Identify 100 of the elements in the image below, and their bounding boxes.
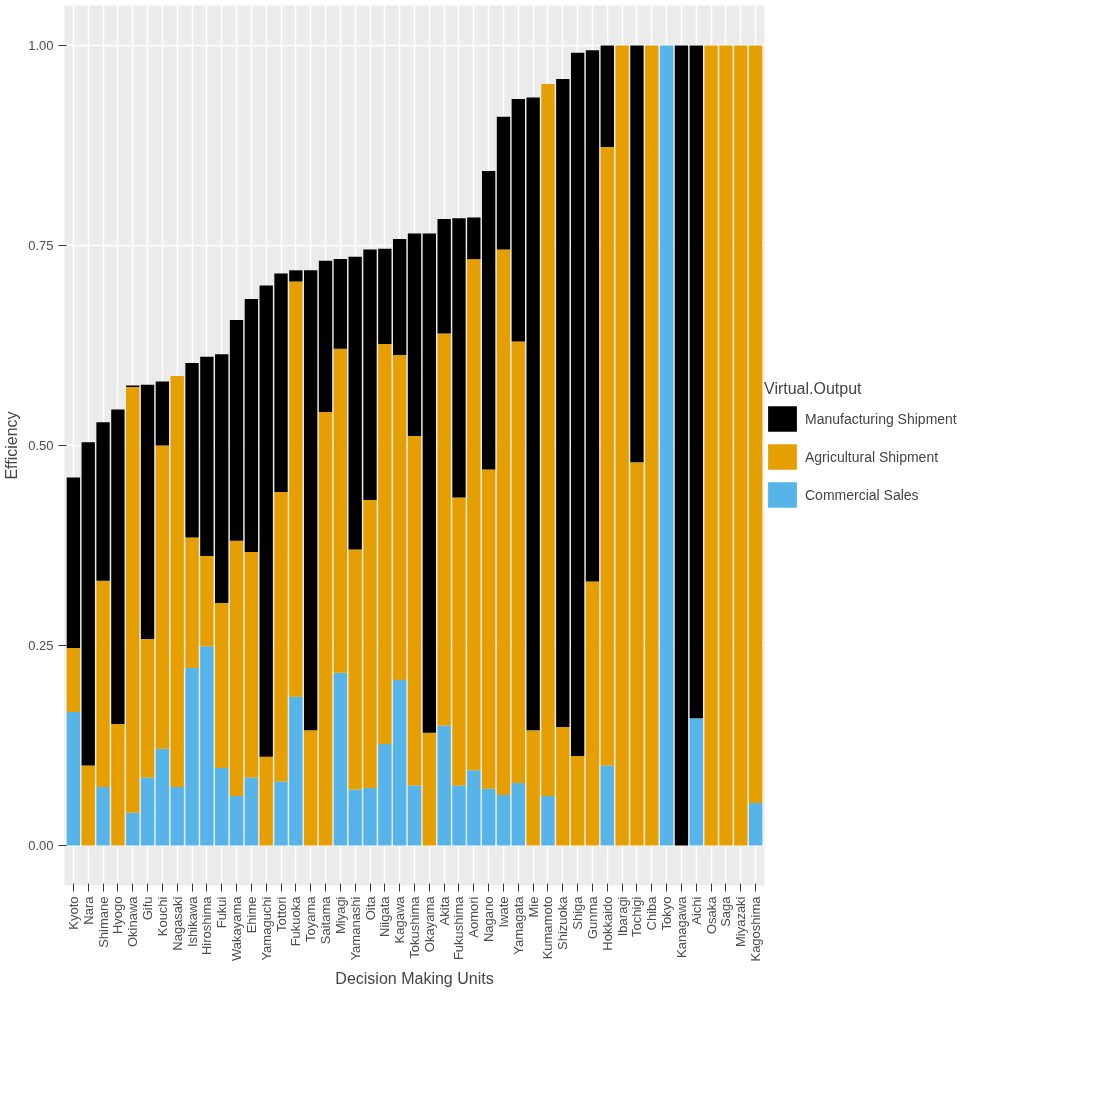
bar <box>318 260 333 412</box>
bar <box>407 435 422 786</box>
x-tick-label: Ishikawa <box>184 895 200 948</box>
bar <box>333 672 348 846</box>
x-tick-label: Akita <box>436 895 452 926</box>
x-tick-label: Kouchi <box>154 896 170 937</box>
y-tick-label: 0.50 <box>28 438 54 453</box>
x-tick-label: Nagano <box>481 896 497 943</box>
bar <box>748 45 763 804</box>
bar <box>481 171 496 470</box>
bar <box>556 79 570 728</box>
x-tick-label: Kagawa <box>392 895 408 944</box>
bar <box>155 748 170 846</box>
x-tick-label: Tochigi <box>629 896 645 937</box>
bar <box>229 795 244 846</box>
x-tick-label: Saga <box>718 895 734 927</box>
bar <box>318 411 333 846</box>
bar <box>304 730 318 846</box>
y-axis-title: Efficiency <box>3 411 21 480</box>
bar <box>333 259 348 349</box>
legend-label: Commercial Sales <box>805 486 919 503</box>
x-tick-label: Okayama <box>421 895 437 953</box>
bar <box>600 765 614 846</box>
bar <box>496 249 511 796</box>
bar <box>140 384 155 640</box>
x-tick-label: Gunma <box>584 895 600 940</box>
bar <box>66 647 81 712</box>
x-tick-label: Gifu <box>140 896 156 921</box>
bar <box>244 551 259 778</box>
bar <box>126 812 140 846</box>
x-tick-label: Fukushima <box>451 895 467 961</box>
bar <box>689 45 703 719</box>
x-tick-label: Tottori <box>273 896 289 932</box>
x-tick-label: Hiroshima <box>199 895 215 956</box>
bar <box>481 469 496 789</box>
x-tick-label: Osaka <box>703 895 719 935</box>
x-tick-label: Iwate <box>495 896 511 928</box>
y-tick-label: 0.25 <box>28 638 54 653</box>
x-tick-label: Saitama <box>318 895 334 945</box>
bar <box>600 45 614 148</box>
x-tick-label: Kagoshima <box>748 895 764 962</box>
x-tick-label: Chiba <box>644 895 660 931</box>
x-tick-label: Wakayama <box>229 895 245 962</box>
bar <box>229 540 244 796</box>
bar <box>541 795 555 846</box>
bar <box>674 45 689 846</box>
bar <box>630 45 644 463</box>
bar <box>511 783 525 846</box>
x-tick-label: Nagasaki <box>169 896 185 951</box>
y-tick-label: 0.75 <box>28 238 54 253</box>
x-tick-label: Miyazaki <box>733 896 749 948</box>
bar <box>155 381 170 446</box>
x-tick-label: Kumamoto <box>540 896 556 960</box>
x-tick-label: Shimane <box>95 896 111 948</box>
x-tick-label: Hokkaido <box>599 896 615 951</box>
bar <box>140 639 155 778</box>
x-tick-label: Oita <box>362 895 378 921</box>
y-tick-label: 1.00 <box>28 38 54 53</box>
x-tick-label: Yamanashi <box>347 896 363 961</box>
bar <box>422 732 436 846</box>
bar <box>66 477 81 648</box>
bar <box>570 755 585 846</box>
x-tick-label: Hyogo <box>110 896 126 935</box>
x-tick-label: Okinawa <box>125 895 141 948</box>
x-tick-label: Ibaragi <box>614 896 630 937</box>
x-tick-label: Shizuoka <box>555 895 571 950</box>
x-tick-label: Miyagi <box>332 896 348 935</box>
bar <box>585 50 600 582</box>
bar <box>96 787 110 846</box>
bar <box>155 445 170 749</box>
x-tick-label: Yamaguchi <box>258 896 274 961</box>
x-tick-label: Aomori <box>466 896 482 938</box>
bar <box>659 45 674 846</box>
x-tick-label: Toyama <box>303 895 319 943</box>
x-tick-label: Fukui <box>214 896 230 929</box>
bar <box>407 233 422 436</box>
bar <box>407 785 422 846</box>
bar <box>244 777 259 846</box>
legend-label: Agricultural Shipment <box>805 448 939 465</box>
x-tick-label: Aichi <box>688 896 704 925</box>
x-tick-label: Mie <box>525 896 541 918</box>
bar <box>229 319 244 541</box>
bar <box>570 52 585 756</box>
bar <box>244 299 259 552</box>
x-tick-label: Kyoto <box>65 896 81 930</box>
x-tick-label: Tokyo <box>659 896 675 931</box>
x-tick-label: Tokushima <box>407 895 422 959</box>
x-tick-label: Kanagawa <box>673 895 689 958</box>
legend-title: Virtual.Output <box>764 379 863 398</box>
bar <box>66 711 81 846</box>
bar <box>333 348 348 673</box>
x-axis-title: Decision Making Units <box>335 969 494 987</box>
x-tick-label: Nara <box>80 895 96 925</box>
bar <box>585 581 600 846</box>
x-tick-label: Yamagata <box>510 895 526 955</box>
bar <box>140 777 155 846</box>
legend-label: Manufacturing Shipment <box>805 410 957 427</box>
x-tick-label: Shiga <box>570 895 586 930</box>
bar <box>748 803 763 846</box>
y-tick-label: 0.00 <box>28 838 54 853</box>
